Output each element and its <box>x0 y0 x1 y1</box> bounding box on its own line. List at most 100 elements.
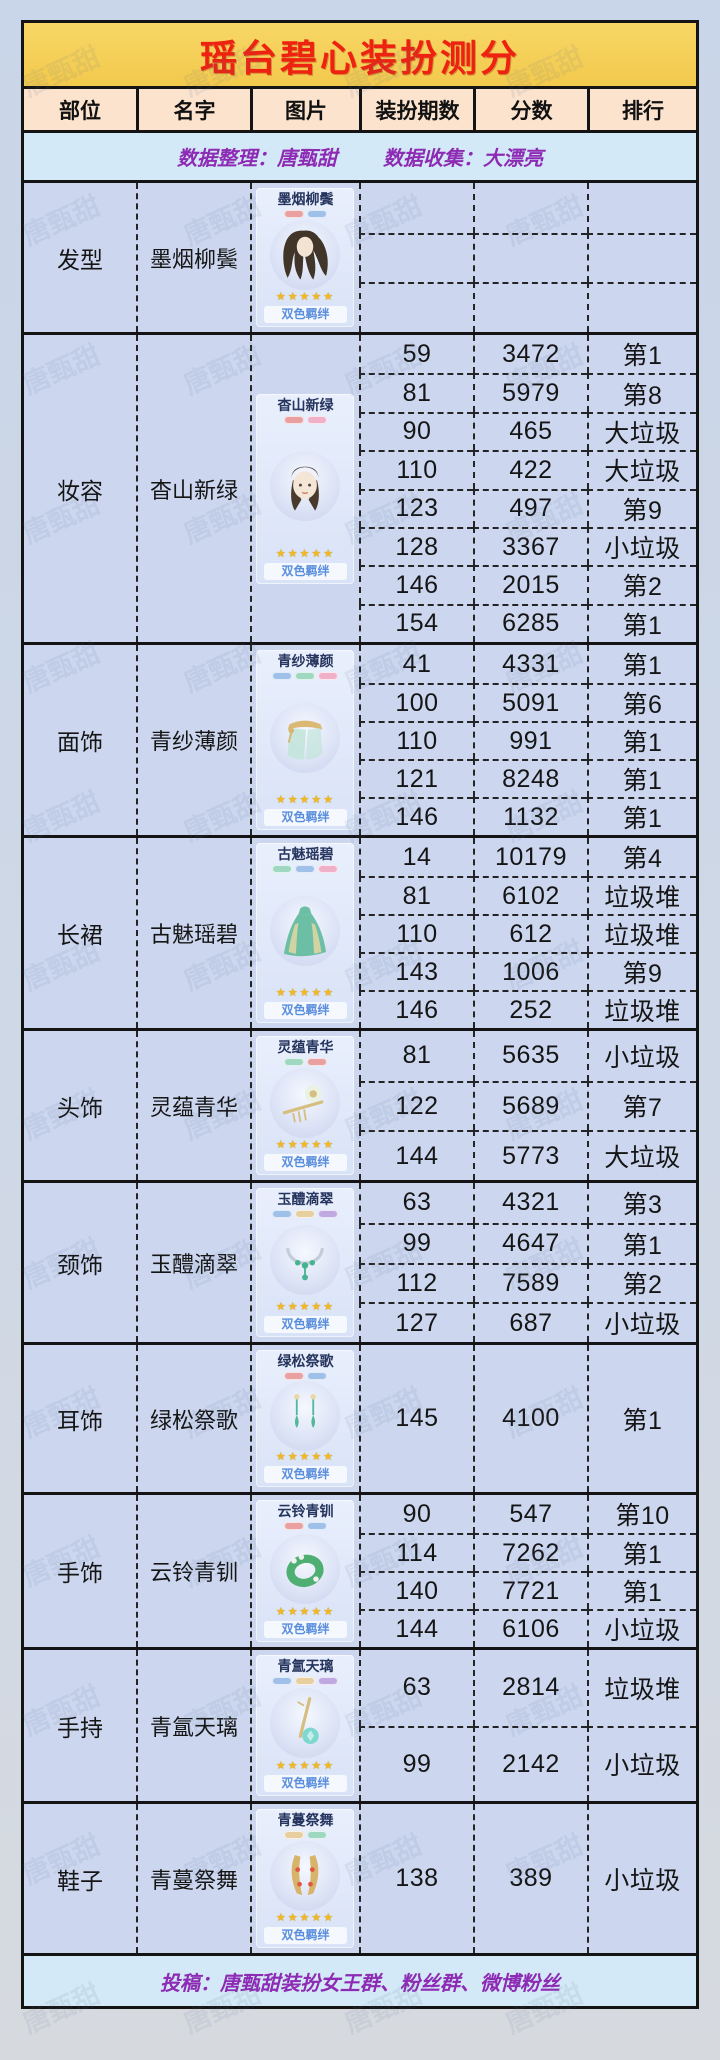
image-cell: 青纱薄颜 ★★★★★ 双色羁绊 <box>249 645 359 835</box>
score-cell: 7262 <box>472 1533 587 1571</box>
rank-cell: 小垃圾 <box>586 1804 696 1953</box>
rank-cell: 第2 <box>586 565 696 604</box>
rank-cell: 大垃圾 <box>586 450 696 489</box>
rank-cell: 小垃圾 <box>586 1031 696 1081</box>
rank-cell: 大垃圾 <box>586 411 696 451</box>
rank-cell: 第4 <box>586 838 696 876</box>
rank-cell <box>586 282 696 332</box>
rank-cell: 第7 <box>586 1080 696 1131</box>
period-cell: 144 <box>359 1609 473 1647</box>
score-cell: 1006 <box>472 952 587 990</box>
period-cell: 112 <box>359 1262 473 1303</box>
five-star-rating: ★★★★★ <box>275 1912 336 1924</box>
bond-label: 双色羁绊 <box>264 809 347 826</box>
rank-cell: 第1 <box>586 335 696 374</box>
item-image-area <box>259 1531 351 1606</box>
period-cell: 110 <box>359 721 473 759</box>
item-card-title: 青蔓祭舞 <box>277 1812 334 1828</box>
item-card: 绿松祭歌 ★★★★★ 双色羁绊 <box>256 1350 355 1487</box>
data-organizer-label: 数据整理：唐甄甜 <box>177 148 337 170</box>
bond-label: 双色羁绊 <box>264 1466 347 1483</box>
period-cell: 122 <box>359 1080 473 1131</box>
period-cell: 90 <box>359 1495 473 1533</box>
item-image-disc <box>270 1068 341 1138</box>
item-image-area <box>259 425 351 548</box>
item-card: 古魅瑶碧 ★★★★★ 双色羁绊 <box>256 843 355 1023</box>
period-cell: 81 <box>359 876 473 914</box>
period-cell: 110 <box>359 450 473 489</box>
five-star-rating: ★★★★★ <box>275 1301 336 1313</box>
five-star-rating: ★★★★★ <box>275 1606 336 1618</box>
part-cell: 鞋子 <box>57 1867 103 1894</box>
period-cell: 63 <box>359 1650 473 1726</box>
item-card-title: 云铃青钏 <box>277 1503 334 1519</box>
score-cell: 465 <box>472 411 587 451</box>
bond-label: 双色羁绊 <box>264 1316 347 1333</box>
rank-cell: 第3 <box>586 1183 696 1223</box>
attribute-badge-icon <box>318 1677 339 1685</box>
attribute-badges <box>272 1210 339 1218</box>
rank-cell: 第2 <box>586 1262 696 1303</box>
part-cell: 面饰 <box>57 729 103 755</box>
column-header-5: 排行 <box>586 89 696 130</box>
score-cell: 4647 <box>472 1222 587 1263</box>
rank-cell: 第8 <box>586 373 696 412</box>
item-card: 青蔓祭舞 ★★★★★ 双色羁绊 <box>256 1809 355 1948</box>
attribute-badges <box>272 1677 339 1685</box>
score-cell: 6102 <box>472 876 587 914</box>
part-cell: 手饰 <box>57 1560 103 1586</box>
column-header-1: 名字 <box>136 89 250 130</box>
five-star-rating: ★★★★★ <box>275 987 336 999</box>
score-cell: 2814 <box>472 1650 587 1726</box>
score-cell: 3367 <box>472 526 587 566</box>
attribute-badges <box>283 210 327 218</box>
rank-cell <box>586 183 696 233</box>
section-头饰: 头饰 灵蕴青华 灵蕴青华 ★★★★★ 双色羁绊 81 5635 小垃圾 122 5689 第7 144… <box>24 1031 696 1183</box>
period-cell: 145 <box>359 1345 473 1492</box>
score-cell: 687 <box>472 1302 587 1342</box>
item-image-disc <box>270 1688 341 1758</box>
column-header-row: 部位 名字 图片 装扮期数 分数 排行 <box>24 89 696 133</box>
rank-cell: 第1 <box>586 1571 696 1609</box>
score-cell: 5773 <box>472 1130 587 1180</box>
attribute-badge-icon <box>283 415 304 424</box>
period-cell: 100 <box>359 683 473 721</box>
score-cell: 422 <box>472 450 587 489</box>
five-star-rating: ★★★★★ <box>275 794 336 806</box>
period-cell: 154 <box>359 603 473 642</box>
period-cell: 127 <box>359 1302 473 1342</box>
score-cell: 7589 <box>472 1262 587 1303</box>
rank-cell: 小垃圾 <box>586 1725 696 1801</box>
attribute-badge-icon <box>283 1058 304 1066</box>
rank-cell <box>586 232 696 283</box>
part-cell: 耳饰 <box>57 1407 103 1434</box>
item-card-title: 绿松祭歌 <box>277 1353 334 1369</box>
item-card-title: 玉醴滴翠 <box>277 1191 334 1207</box>
item-image-disc <box>270 895 341 966</box>
attribute-badges <box>272 672 339 680</box>
attribute-badge-icon <box>295 865 316 873</box>
period-cell: 146 <box>359 797 473 835</box>
attribute-badges <box>283 1058 327 1066</box>
section-发型: 发型 墨烟柳鬓 墨烟柳鬓 ★★★★★ 双色羁绊 <box>24 183 696 335</box>
score-cell: 4321 <box>472 1183 587 1223</box>
rank-cell: 第10 <box>586 1495 696 1533</box>
section-手持: 手持 青氲天璃 青氲天璃 ★★★★★ 双色羁绊 63 2814 垃圾堆 99 2142 小垃圾 <box>24 1650 696 1804</box>
item-card: 玉醴滴翠 ★★★★★ 双色羁绊 <box>256 1188 355 1337</box>
item-image-area <box>259 1067 351 1139</box>
score-cell: 5979 <box>472 373 587 412</box>
bond-label: 双色羁绊 <box>264 562 347 580</box>
score-cell <box>472 183 587 233</box>
section-长裙: 长裙 古魅瑶碧 古魅瑶碧 ★★★★★ 双色羁绊 14 10179 第4 81 6102 垃圾堆 110… <box>24 838 696 1031</box>
image-cell: 墨烟柳鬓 ★★★★★ 双色羁绊 <box>249 183 359 332</box>
rank-cell: 第1 <box>586 797 696 835</box>
item-image-disc <box>270 1533 341 1604</box>
score-cell: 4331 <box>472 645 587 683</box>
part-cell: 手持 <box>57 1714 103 1741</box>
score-cell: 3472 <box>472 335 587 374</box>
period-cell: 41 <box>359 645 473 683</box>
period-cell: 99 <box>359 1222 473 1263</box>
score-cell: 5091 <box>472 683 587 721</box>
attribute-badge-icon <box>306 1831 327 1839</box>
period-cell: 144 <box>359 1130 473 1180</box>
